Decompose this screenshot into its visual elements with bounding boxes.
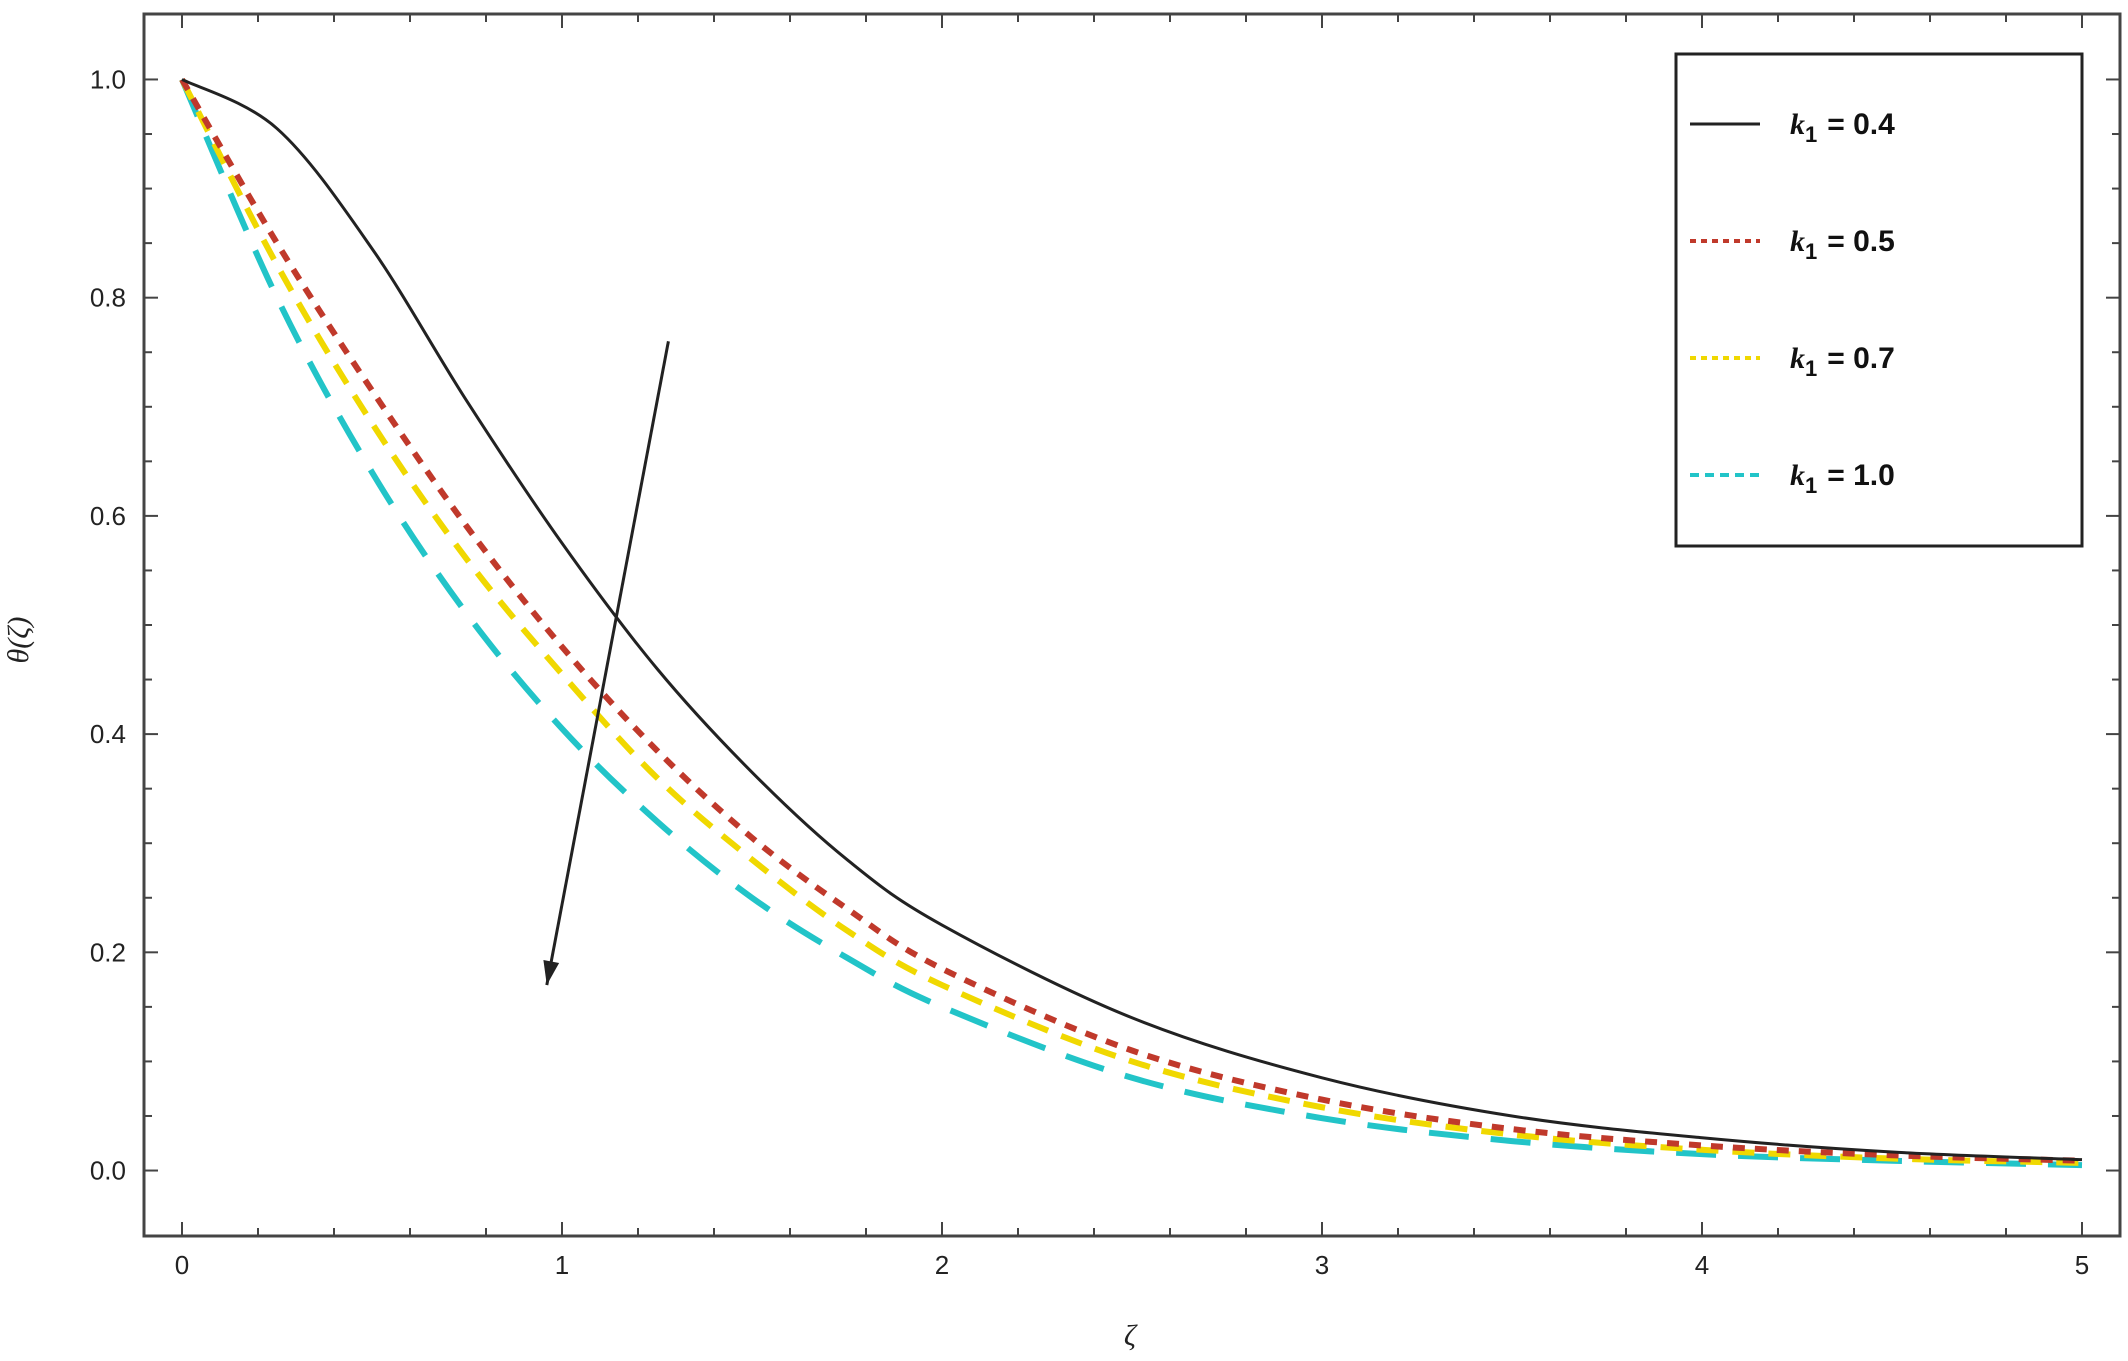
series-line-1 <box>181 78 2083 1162</box>
legend-label-4: k1 = 1.0 <box>1790 459 1895 498</box>
trend-arrow-head <box>543 959 560 986</box>
annotation-layer <box>543 341 670 986</box>
ticks: 0 1 2 3 4 5 0.0 0.2 0.4 0.6 0.8 1.0 <box>90 14 2120 1280</box>
legend-subscript: 1 <box>1805 473 1817 498</box>
y-tick-label: 0.2 <box>90 937 126 967</box>
y-tick-label: 0.8 <box>90 283 126 313</box>
x-tick-label: 2 <box>935 1250 949 1280</box>
legend-subscript: 1 <box>1805 239 1817 264</box>
x-tick-label: 1 <box>555 1250 569 1280</box>
y-tick-label: 0.6 <box>90 501 126 531</box>
legend: k1 = 0.4k1 = 0.5k1 = 0.7k1 = 1.0 <box>1674 52 2084 548</box>
legend-value: = 1.0 <box>1827 459 1895 492</box>
x-axis-title: ζ <box>1124 1319 1138 1352</box>
legend-var: k <box>1790 225 1805 258</box>
x-tick-label: 3 <box>1315 1250 1329 1280</box>
legend-var: k <box>1790 342 1805 375</box>
y-tick-label: 0.0 <box>90 1156 126 1186</box>
series-line-3 <box>179 78 2083 1166</box>
y-axis-title: θ(ζ) <box>2 617 35 664</box>
legend-box <box>1674 52 2084 548</box>
series-layer <box>179 77 2083 1169</box>
trend-arrow-shaft <box>545 341 670 986</box>
legend-label-1: k1 = 0.4 <box>1790 108 1895 147</box>
x-tick-label: 4 <box>1695 1250 1709 1280</box>
legend-label-3: k1 = 0.7 <box>1790 342 1895 381</box>
legend-value: = 0.5 <box>1827 225 1895 258</box>
x-tick-label: 0 <box>175 1250 189 1280</box>
legend-subscript: 1 <box>1805 122 1817 147</box>
y-tick-label: 0.4 <box>90 719 126 749</box>
legend-value: = 0.7 <box>1827 342 1895 375</box>
legend-var: k <box>1790 108 1805 141</box>
x-tick-label: 5 <box>2075 1250 2089 1280</box>
y-tick-label: 1.0 <box>90 64 126 94</box>
series-line-4 <box>179 78 2083 1169</box>
legend-var: k <box>1790 459 1805 492</box>
series-line-2 <box>179 77 2083 1164</box>
legend-subscript: 1 <box>1805 356 1817 381</box>
legend-label-2: k1 = 0.5 <box>1790 225 1895 264</box>
legend-value: = 0.4 <box>1827 108 1895 141</box>
